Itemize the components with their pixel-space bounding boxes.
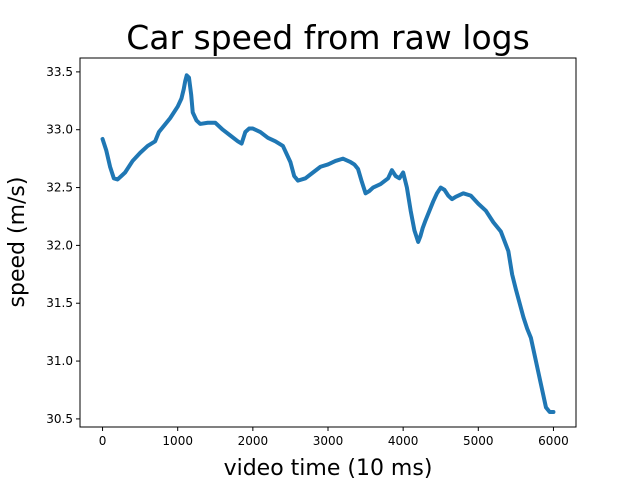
x-tick-label: 1000 <box>162 434 193 448</box>
x-tick-label: 5000 <box>463 434 494 448</box>
y-tick-label: 33.5 <box>46 65 73 79</box>
y-tick-label: 32.0 <box>46 238 73 252</box>
y-axis-label: speed (m/s) <box>5 177 30 308</box>
y-tick-label: 32.5 <box>46 181 73 195</box>
plot-area <box>100 73 556 414</box>
series-line-speed <box>100 73 556 414</box>
x-tick-label: 0 <box>99 434 107 448</box>
y-tick-label: 30.5 <box>46 412 73 426</box>
x-tick-label: 3000 <box>313 434 344 448</box>
x-axis-label: video time (10 ms) <box>224 456 433 480</box>
plot-frame <box>79 57 577 428</box>
y-axis-ticks: 30.5 31.0 31.5 32.0 32.5 33.0 33.5 <box>46 65 80 426</box>
chart-title: Car speed from raw logs <box>126 18 530 57</box>
y-tick-label: 31.0 <box>46 354 73 368</box>
y-tick-label: 31.5 <box>46 296 73 310</box>
x-tick-label: 4000 <box>388 434 419 448</box>
x-tick-label: 6000 <box>538 434 569 448</box>
x-axis-ticks: 0 1000 2000 3000 4000 5000 6000 <box>99 427 569 448</box>
y-tick-label: 33.0 <box>46 123 73 137</box>
x-tick-label: 2000 <box>238 434 269 448</box>
